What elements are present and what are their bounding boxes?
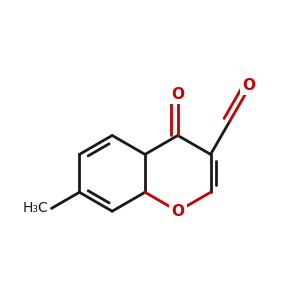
Text: O: O bbox=[171, 87, 184, 102]
Text: H₃C: H₃C bbox=[22, 201, 48, 215]
Text: O: O bbox=[242, 78, 255, 93]
Text: O: O bbox=[171, 204, 184, 219]
